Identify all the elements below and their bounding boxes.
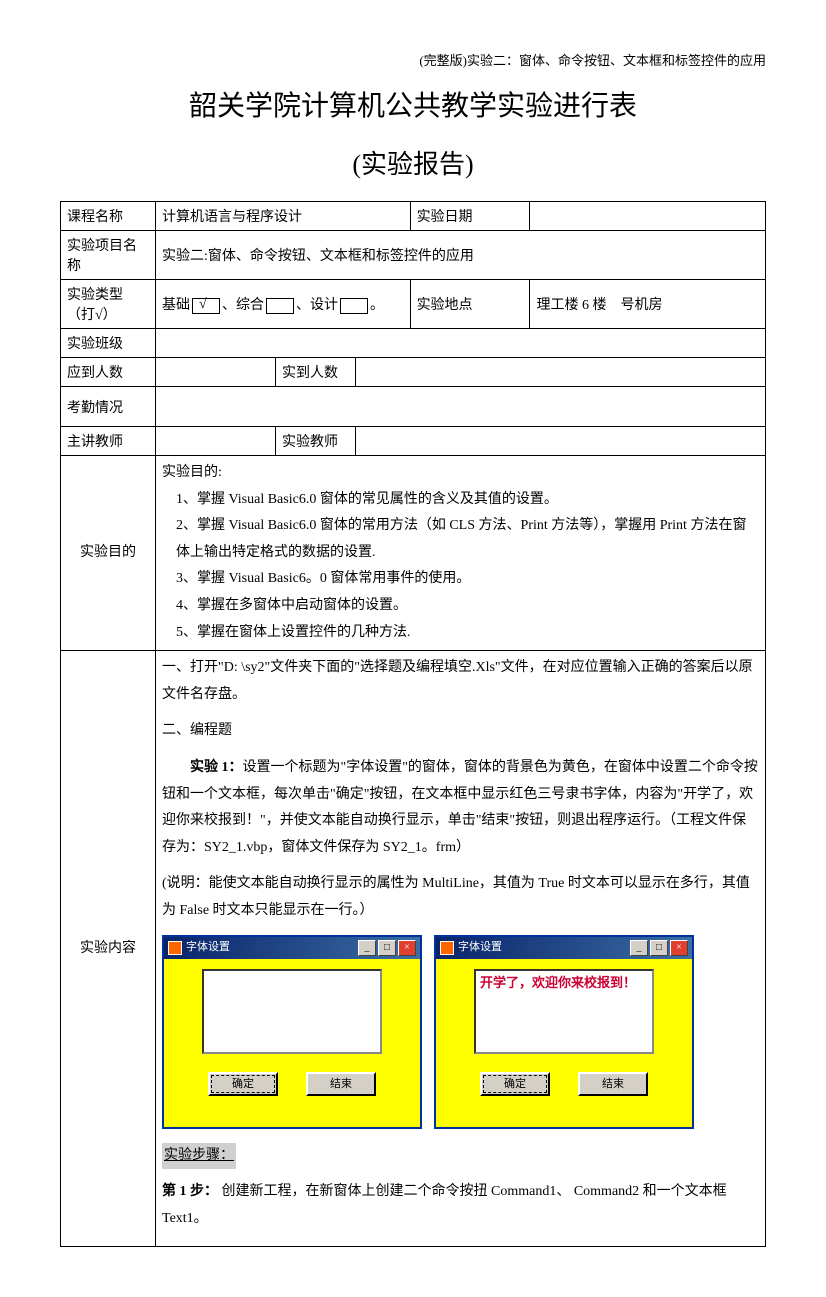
vb-window-after: 字体设置 _ □ × 开学了，欢迎你来校报到！ 确定 结束 (434, 935, 694, 1129)
main-title: 韶关学院计算机公共教学实验进行表 (60, 84, 766, 124)
vb-title-text: 字体设置 (186, 937, 358, 958)
objectives-cell: 实验目的: 1、掌握 Visual Basic6.0 窗体的常见属性的含义及其值… (156, 456, 766, 651)
content-para2-heading: 二、编程题 (162, 718, 759, 745)
content-vert-label: 实验内容 (61, 651, 156, 1247)
close-icon[interactable]: × (398, 940, 416, 956)
vb-window-row: 字体设置 _ □ × 确定 结束 (162, 935, 759, 1129)
objective-item: 3、掌握 Visual Basic6。0 窗体常用事件的使用。 (162, 566, 759, 593)
objective-item: 5、掌握在窗体上设置控件的几种方法. (162, 620, 759, 647)
vb-body: 确定 结束 (164, 959, 420, 1127)
expected-value (156, 358, 276, 387)
exp-type-label: 实验类型（打√） (61, 280, 156, 329)
course-name-label: 课程名称 (61, 202, 156, 231)
objectives-heading: 实验目的: (162, 460, 759, 487)
main-teacher-value (156, 427, 276, 456)
checkbox-basic[interactable] (192, 298, 220, 314)
report-table: 课程名称 计算机语言与程序设计 实验日期 实验项目名称 实验二:窗体、命令按钮、… (60, 201, 766, 1247)
end-button[interactable]: 结束 (306, 1072, 376, 1096)
vb-titlebar: 字体设置 _ □ × (436, 937, 692, 959)
close-icon[interactable]: × (670, 940, 688, 956)
project-name-label: 实验项目名称 (61, 231, 156, 280)
exp-teacher-label: 实验教师 (276, 427, 356, 456)
course-name-value: 计算机语言与程序设计 (156, 202, 411, 231)
exp-location-value: 理工楼 6 楼 号机房 (530, 280, 766, 329)
form-icon (168, 941, 182, 955)
header-note: (完整版)实验二：窗体、命令按钮、文本框和标签控件的应用 (60, 50, 766, 69)
step1-para: 第 1 步： 创建新工程，在新窗体上创建二个命令按扭 Command1、 Com… (162, 1179, 759, 1232)
actual-value (356, 358, 766, 387)
exp1-para: 实验 1：设置一个标题为"字体设置"的窗体，窗体的背景色为黄色，在窗体中设置二个… (162, 755, 759, 861)
steps-heading: 实验步骤： (162, 1143, 236, 1170)
exp1-label: 实验 1： (190, 760, 243, 775)
expected-label: 应到人数 (61, 358, 156, 387)
vb-textbox-filled[interactable]: 开学了，欢迎你来校报到！ (474, 969, 654, 1054)
step1-text: 创建新工程，在新窗体上创建二个命令按扭 Command1、 Command2 和… (162, 1184, 727, 1226)
end-button[interactable]: 结束 (578, 1072, 648, 1096)
checkbox-design[interactable] (340, 298, 368, 314)
vb-titlebar: 字体设置 _ □ × (164, 937, 420, 959)
actual-label: 实到人数 (276, 358, 356, 387)
project-name-value: 实验二:窗体、命令按钮、文本框和标签控件的应用 (156, 231, 766, 280)
vb-window-before: 字体设置 _ □ × 确定 结束 (162, 935, 422, 1129)
vb-body: 开学了，欢迎你来校报到！ 确定 结束 (436, 959, 692, 1127)
checkbox-comp[interactable] (266, 298, 294, 314)
class-label: 实验班级 (61, 329, 156, 358)
type-period: 。 (370, 298, 384, 313)
exp-type-value: 基础 、综合 、设计 。 (156, 280, 411, 329)
note-text: (说明：能使文本能自动换行显示的属性为 MultiLine，其值为 True 时… (162, 871, 759, 924)
type-design-text: 、设计 (296, 298, 338, 313)
exp1-text: 设置一个标题为"字体设置"的窗体，窗体的背景色为黄色，在窗体中设置二个命令按钮和… (162, 760, 758, 855)
ok-button[interactable]: 确定 (208, 1072, 278, 1096)
type-basic-text: 基础 (162, 298, 190, 313)
objectives-vert-label: 实验目的 (61, 456, 156, 651)
vb-textbox-empty[interactable] (202, 969, 382, 1054)
type-comp-text: 、综合 (222, 298, 264, 313)
maximize-icon[interactable]: □ (378, 940, 396, 956)
maximize-icon[interactable]: □ (650, 940, 668, 956)
minimize-icon[interactable]: _ (630, 940, 648, 956)
vb-title-text: 字体设置 (458, 937, 630, 958)
exp-location-label: 实验地点 (410, 280, 530, 329)
objective-item: 4、掌握在多窗体中启动窗体的设置。 (162, 593, 759, 620)
exp-teacher-value (356, 427, 766, 456)
attendance-value (156, 387, 766, 427)
attendance-label: 考勤情况 (61, 387, 156, 427)
objective-item: 1、掌握 Visual Basic6.0 窗体的常见属性的含义及其值的设置。 (162, 487, 759, 514)
exp-date-value (530, 202, 766, 231)
class-value (156, 329, 766, 358)
content-cell: 一、打开"D: \sy2"文件夹下面的"选择题及编程填空.Xls"文件，在对应位… (156, 651, 766, 1247)
step1-label: 第 1 步： (162, 1184, 218, 1199)
minimize-icon[interactable]: _ (358, 940, 376, 956)
objective-item: 2、掌握 Visual Basic6.0 窗体的常用方法（如 CLS 方法、Pr… (162, 513, 759, 566)
form-icon (440, 941, 454, 955)
sub-title: (实验报告) (60, 144, 766, 181)
main-teacher-label: 主讲教师 (61, 427, 156, 456)
content-para1: 一、打开"D: \sy2"文件夹下面的"选择题及编程填空.Xls"文件，在对应位… (162, 655, 759, 708)
ok-button[interactable]: 确定 (480, 1072, 550, 1096)
exp-date-label: 实验日期 (410, 202, 530, 231)
